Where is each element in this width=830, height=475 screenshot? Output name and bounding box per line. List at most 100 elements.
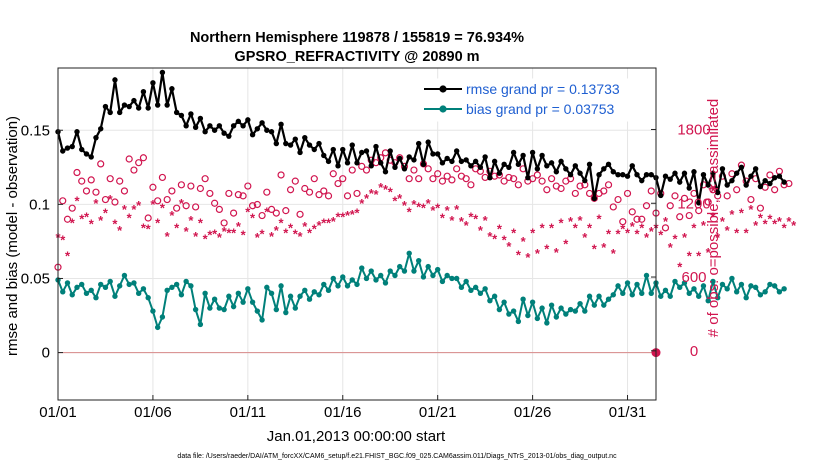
bias-point — [264, 284, 270, 291]
obs-possible-point — [571, 189, 579, 198]
rmse-point — [714, 189, 721, 196]
obs-possible-point — [775, 167, 783, 175]
rmse-point — [415, 140, 422, 147]
rmse-point — [472, 158, 479, 165]
obs-assimilated-point: * — [544, 241, 550, 256]
bias-point — [458, 284, 465, 291]
rmse-point — [363, 148, 370, 154]
obs-possible-point — [135, 159, 143, 167]
obs-assimilated-point: * — [84, 209, 90, 224]
bias-point — [359, 265, 365, 271]
bias-point — [748, 283, 754, 289]
obs-assimilated-point: * — [720, 214, 726, 229]
rmse-point — [729, 177, 735, 184]
obs-assimilated-point: * — [203, 231, 209, 246]
bias-point — [278, 283, 284, 289]
bias-point — [354, 281, 360, 288]
obs-possible-point — [666, 202, 674, 210]
bias-point — [510, 308, 517, 314]
rmse-point — [126, 103, 132, 110]
rmse-point — [629, 163, 635, 169]
obs-possible-point — [362, 166, 371, 174]
obs-possible-point — [619, 218, 627, 226]
rmse-point — [771, 174, 778, 181]
obs-possible-point — [320, 187, 328, 195]
obs-possible-point — [277, 171, 285, 179]
bias-point — [515, 318, 522, 325]
obs-possible-point — [163, 195, 171, 204]
bias-point — [254, 308, 261, 314]
bias-point — [643, 272, 650, 279]
y2-tick-label: 1800 — [677, 121, 710, 138]
obs-possible-point — [68, 204, 76, 212]
obs-assimilated-point: * — [150, 197, 156, 212]
bias-point — [705, 297, 711, 304]
obs-possible-point — [438, 177, 447, 185]
rmse-point — [639, 177, 645, 184]
bias-point — [245, 286, 251, 292]
rmse-point — [667, 176, 673, 182]
bias-point — [268, 290, 275, 296]
obs-possible-point — [196, 184, 204, 193]
obs-assimilated-point: * — [98, 213, 104, 228]
bias-point — [202, 290, 208, 296]
obs-possible-point — [187, 182, 195, 190]
obs-assimilated-point: * — [639, 220, 645, 235]
bias-point — [529, 299, 536, 305]
obs-assimilated-point: * — [350, 207, 356, 222]
rmse-point — [681, 170, 688, 176]
rmse-point — [738, 164, 745, 171]
obs-possible-point — [334, 179, 342, 188]
bias-point — [235, 290, 242, 296]
chart-subtitle: GPSRO_REFRACTIVITY @ 20890 m — [234, 49, 479, 65]
rmse-point — [392, 164, 398, 171]
rmse-point — [83, 151, 90, 157]
bias-point — [411, 268, 417, 274]
obs-assimilated-point: * — [354, 206, 360, 221]
obs-possible-point — [282, 207, 290, 215]
obs-assimilated-point: * — [729, 207, 735, 222]
obs-assimilated-point: * — [506, 239, 512, 254]
bias-point — [98, 281, 104, 288]
rmse-point — [776, 173, 783, 179]
obs-assimilated-point: * — [188, 213, 194, 228]
bias-point — [714, 295, 721, 301]
obs-possible-point — [111, 198, 119, 206]
obs-assimilated-point: * — [559, 215, 565, 230]
bias-point — [658, 293, 664, 299]
obs-possible-point — [78, 177, 86, 185]
bias-point — [496, 306, 503, 313]
rmse-point — [321, 152, 327, 159]
obs-possible-point — [286, 186, 295, 194]
bias-point — [525, 312, 531, 319]
bias-point — [116, 283, 123, 289]
bias-point — [221, 306, 227, 313]
bias-point — [463, 278, 469, 285]
rmse-point — [216, 123, 223, 129]
obs-possible-point — [661, 224, 670, 232]
obs-possible-point — [225, 189, 233, 198]
obs-assimilated-point: * — [521, 234, 527, 249]
rmse-point — [240, 123, 246, 129]
bias-point — [79, 281, 85, 288]
bias-point — [771, 283, 778, 289]
obs-assimilated-point: * — [226, 225, 232, 240]
bias-point — [159, 314, 166, 320]
obs-assimilated-point: * — [179, 196, 185, 211]
bias-point — [321, 281, 327, 288]
obs-possible-point — [220, 219, 228, 227]
bias-point — [738, 281, 745, 288]
obs-possible-point — [239, 192, 247, 200]
rmse-point — [567, 172, 574, 178]
rmse-point — [211, 127, 218, 133]
bias-point — [582, 308, 588, 314]
rmse-point — [487, 174, 493, 181]
bias-point — [349, 277, 355, 283]
obs-assimilated-point: * — [449, 213, 455, 228]
obs-assimilated-point: * — [459, 214, 465, 229]
y-tick-label: 0 — [42, 345, 50, 362]
obs-possible-point — [766, 171, 774, 179]
obs-assimilated-point: * — [335, 209, 341, 224]
bias-point — [406, 250, 412, 256]
obs-assimilated-point: * — [763, 217, 769, 232]
